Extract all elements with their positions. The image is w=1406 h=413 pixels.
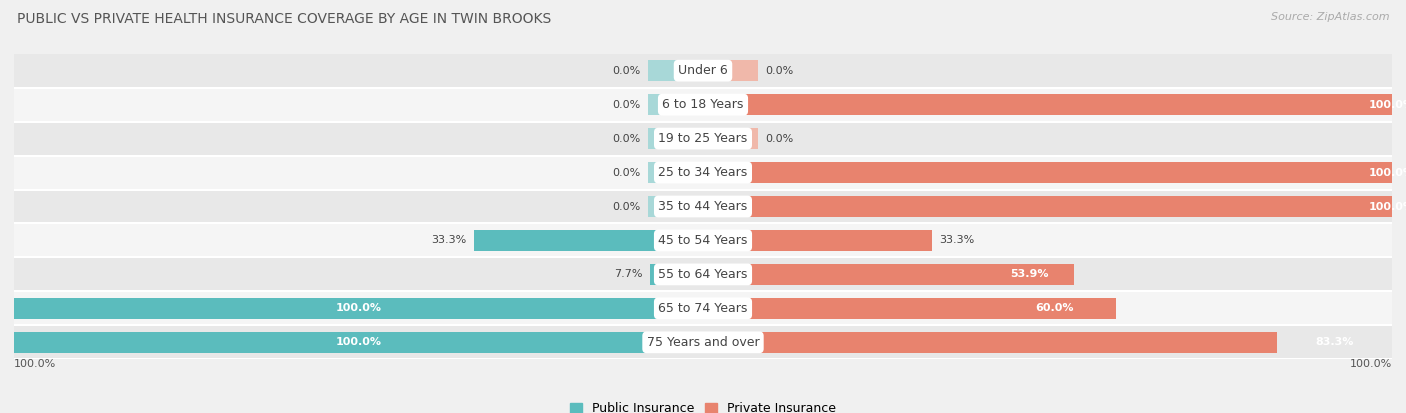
Text: 100.0%: 100.0% xyxy=(14,359,56,369)
Text: 33.3%: 33.3% xyxy=(432,235,467,245)
Text: 100.0%: 100.0% xyxy=(1369,202,1406,211)
Bar xyxy=(703,264,1074,285)
Bar xyxy=(703,230,932,251)
Text: 33.3%: 33.3% xyxy=(939,235,974,245)
Text: 0.0%: 0.0% xyxy=(765,66,793,76)
Bar xyxy=(703,60,758,81)
Bar xyxy=(14,325,1392,359)
Bar xyxy=(703,162,1392,183)
Text: 53.9%: 53.9% xyxy=(1010,269,1049,280)
Bar xyxy=(648,128,703,149)
Bar xyxy=(14,298,703,319)
Text: 60.0%: 60.0% xyxy=(1035,304,1074,313)
Bar xyxy=(703,94,1392,115)
Bar xyxy=(14,190,1392,223)
Bar xyxy=(648,162,703,183)
Text: 0.0%: 0.0% xyxy=(613,133,641,144)
Text: Source: ZipAtlas.com: Source: ZipAtlas.com xyxy=(1271,12,1389,22)
Bar xyxy=(14,156,1392,190)
Text: 0.0%: 0.0% xyxy=(765,133,793,144)
Text: 100.0%: 100.0% xyxy=(1350,359,1392,369)
Text: 35 to 44 Years: 35 to 44 Years xyxy=(658,200,748,213)
Bar xyxy=(703,128,758,149)
Bar xyxy=(648,196,703,217)
Bar xyxy=(648,60,703,81)
Bar xyxy=(14,223,1392,257)
Text: 7.7%: 7.7% xyxy=(614,269,643,280)
Text: PUBLIC VS PRIVATE HEALTH INSURANCE COVERAGE BY AGE IN TWIN BROOKS: PUBLIC VS PRIVATE HEALTH INSURANCE COVER… xyxy=(17,12,551,26)
Bar xyxy=(703,196,1392,217)
Text: 0.0%: 0.0% xyxy=(613,168,641,178)
Text: 75 Years and over: 75 Years and over xyxy=(647,336,759,349)
Bar xyxy=(703,298,1116,319)
Bar xyxy=(14,88,1392,121)
Bar xyxy=(14,54,1392,88)
Text: 65 to 74 Years: 65 to 74 Years xyxy=(658,302,748,315)
Text: 100.0%: 100.0% xyxy=(336,304,381,313)
Text: 100.0%: 100.0% xyxy=(1369,100,1406,109)
Legend: Public Insurance, Private Insurance: Public Insurance, Private Insurance xyxy=(565,397,841,413)
Bar xyxy=(648,94,703,115)
Bar xyxy=(703,332,1277,353)
Text: 55 to 64 Years: 55 to 64 Years xyxy=(658,268,748,281)
Text: Under 6: Under 6 xyxy=(678,64,728,77)
Text: 45 to 54 Years: 45 to 54 Years xyxy=(658,234,748,247)
Bar xyxy=(650,264,703,285)
Bar xyxy=(474,230,703,251)
Text: 100.0%: 100.0% xyxy=(336,337,381,347)
Text: 83.3%: 83.3% xyxy=(1315,337,1354,347)
Bar xyxy=(14,121,1392,156)
Text: 0.0%: 0.0% xyxy=(613,100,641,109)
Text: 0.0%: 0.0% xyxy=(613,66,641,76)
Bar xyxy=(14,257,1392,292)
Text: 25 to 34 Years: 25 to 34 Years xyxy=(658,166,748,179)
Bar xyxy=(14,332,703,353)
Bar xyxy=(14,292,1392,325)
Text: 0.0%: 0.0% xyxy=(613,202,641,211)
Text: 6 to 18 Years: 6 to 18 Years xyxy=(662,98,744,111)
Text: 100.0%: 100.0% xyxy=(1369,168,1406,178)
Text: 19 to 25 Years: 19 to 25 Years xyxy=(658,132,748,145)
